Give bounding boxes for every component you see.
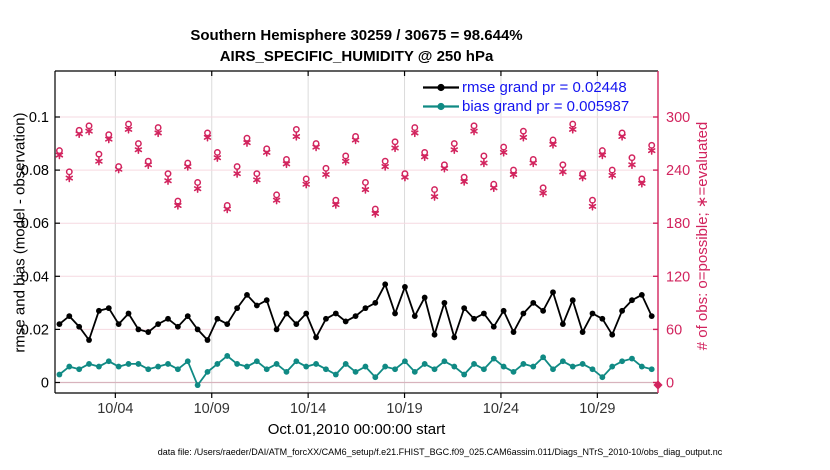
x-axis-label: Oct.01,2010 00:00:00 start xyxy=(267,421,446,438)
end-diamond-marker xyxy=(653,380,663,390)
tick-label: 120 xyxy=(666,269,690,285)
tick-marks xyxy=(55,71,658,398)
tick-label: 0.02 xyxy=(21,322,49,338)
bias-legend-swatch xyxy=(423,102,459,111)
tick-label: 240 xyxy=(666,163,690,179)
grid-lines xyxy=(55,71,658,393)
chart-subtitle: AIRS_SPECIFIC_HUMIDITY @ 250 hPa xyxy=(219,48,494,65)
axes-box xyxy=(54,70,659,394)
tick-label: 10/29 xyxy=(579,401,615,417)
obs-count-markers xyxy=(55,120,663,390)
tick-label: 10/19 xyxy=(386,401,422,417)
rmse-series xyxy=(56,281,655,343)
legend: rmse grand pr = 0.02448 bias grand pr = … xyxy=(422,78,629,116)
tick-label: 300 xyxy=(666,110,690,126)
tick-label: 0.06 xyxy=(21,216,49,232)
tick-label: 10/24 xyxy=(483,401,519,417)
tick-label: 10/09 xyxy=(194,401,230,417)
tick-label: 0.08 xyxy=(21,163,49,179)
tick-label: 10/14 xyxy=(290,401,326,417)
tick-label: 0 xyxy=(41,376,49,392)
data-file-caption: data file: /Users/raeder/DAI/ATM_forcXX/… xyxy=(157,447,723,457)
tick-labels: 10/04 10/09 10/14 10/19 10/24 10/29 0 0.02 0.04 0… xyxy=(21,110,690,417)
tick-label: 180 xyxy=(666,216,690,232)
tick-label: 0.1 xyxy=(29,110,49,126)
chart-title: Southern Hemisphere 30259 / 30675 = 98.6… xyxy=(190,27,523,44)
rmse-legend-swatch xyxy=(423,83,459,92)
bias-legend-label: bias grand pr = 0.005987 xyxy=(462,98,630,115)
rmse-legend-label: rmse grand pr = 0.02448 xyxy=(462,79,627,96)
tick-label: 10/04 xyxy=(97,401,133,417)
tick-label: 60 xyxy=(666,322,682,338)
tick-label: 0 xyxy=(666,376,674,392)
bias-series xyxy=(56,353,655,389)
legend-item-bias: bias grand pr = 0.005987 xyxy=(422,97,629,116)
tick-label: 0.04 xyxy=(21,269,49,285)
right-axis-label: # of obs: o=possible; ∗=evaluated xyxy=(694,121,711,351)
left-axis-label: rmse and bias (model - observation) xyxy=(11,112,29,353)
legend-item-rmse: rmse grand pr = 0.02448 xyxy=(422,78,629,97)
